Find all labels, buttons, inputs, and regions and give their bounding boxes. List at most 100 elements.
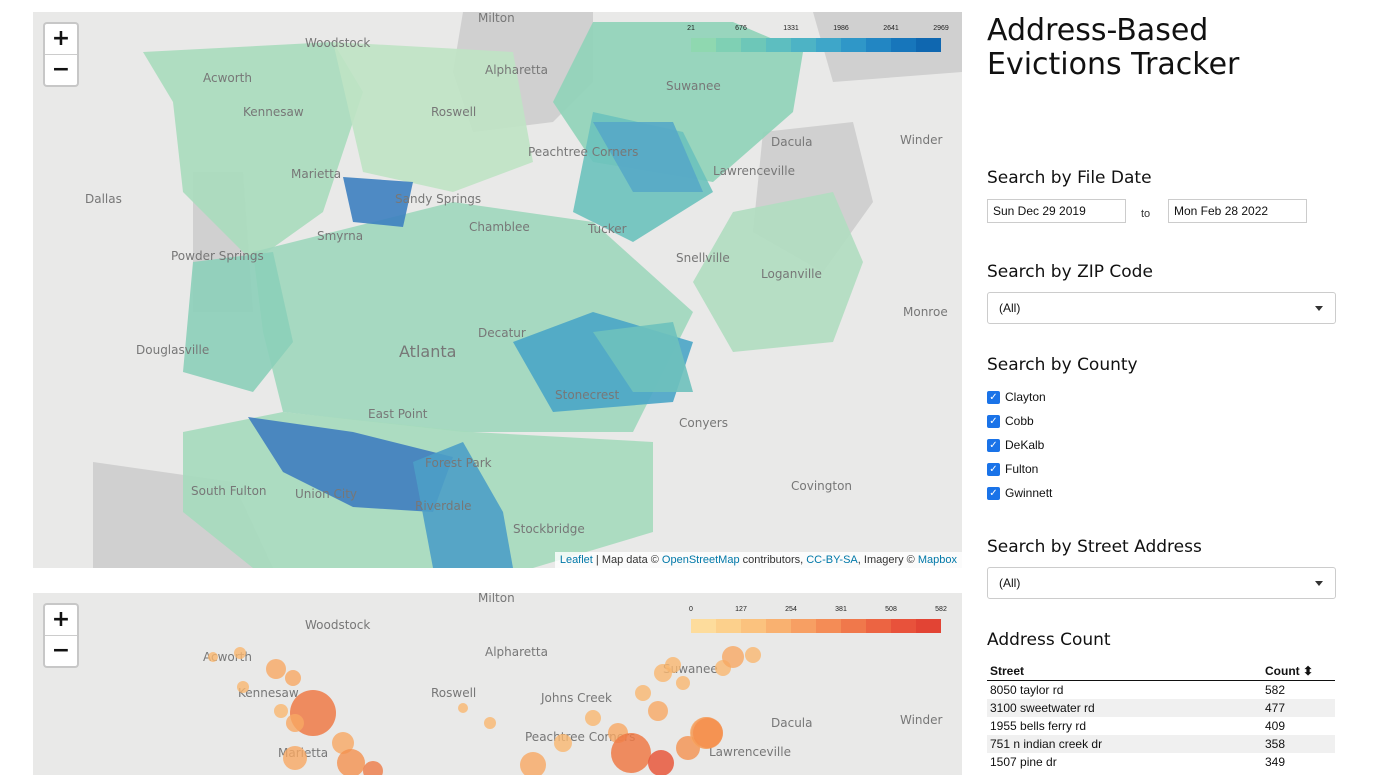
address-bubble[interactable] [554,734,572,752]
date-range-separator: to [1141,208,1151,220]
zoom-control: + − [43,603,79,668]
address-bubble[interactable] [274,704,288,718]
place-label: South Fulton [191,484,267,498]
date-from-input[interactable]: Sun Dec 29 2019 [987,199,1126,223]
choropleth-layer[interactable]: Milton Woodstock Acworth Alpharetta Kenn… [33,12,962,568]
place-label: Alpharetta [485,63,548,77]
address-bubbles[interactable] [208,646,761,775]
address-bubble[interactable] [635,685,651,701]
address-bubble[interactable] [648,701,668,721]
zip-region-se[interactable] [593,322,693,392]
mapbox-link[interactable]: Mapbox [917,554,957,566]
place-label: Woodstock [305,618,370,632]
address-bubble[interactable] [520,752,546,775]
table-row[interactable]: 751 n indian creek dr 358 [987,735,1335,753]
file-date-heading: Search by File Date [987,168,1152,188]
checkbox-checked-icon[interactable]: ✓ [987,390,1000,404]
place-label: East Point [368,407,428,421]
address-bubble[interactable] [237,681,249,693]
address-bubble[interactable] [585,710,601,726]
leaflet-link[interactable]: Leaflet [559,554,593,566]
street-select-value: (All) [999,576,1021,590]
zoom-out-button[interactable]: − [45,54,77,85]
zip-region-cobb-hot[interactable] [343,177,413,227]
zip-select-value: (All) [999,301,1021,315]
address-bubble[interactable] [484,717,496,729]
address-bubble[interactable] [234,647,246,659]
bubble-layer[interactable]: Milton Woodstock Acworth Alpharetta Kenn… [33,593,962,775]
address-bubble[interactable] [611,733,651,773]
place-label: Milton [478,12,515,25]
color-legend: 21 676 1331 1986 2641 2969 [687,25,949,52]
place-label: Conyers [679,416,728,430]
county-option-dekalb[interactable]: ✓ DeKalb [987,433,1052,457]
checkbox-checked-icon[interactable]: ✓ [987,462,1000,476]
zip-region-southfulton-hot[interactable] [248,417,453,512]
place-label: Winder [900,713,943,727]
osm-link[interactable]: OpenStreetMap [661,554,740,566]
place-labels: Milton Woodstock Acworth Alpharetta Kenn… [85,12,948,536]
table-row[interactable]: 8050 taylor rd 582 [987,681,1335,700]
date-to-input[interactable]: Mon Feb 28 2022 [1168,199,1307,223]
zip-region-west[interactable] [183,252,293,392]
choropleth-map[interactable]: Milton Woodstock Acworth Alpharetta Kenn… [33,12,962,568]
zoom-in-button[interactable]: + [51,607,71,632]
address-bubble[interactable] [285,670,301,686]
street-select[interactable]: (All) [987,567,1336,599]
table-row[interactable]: 1507 pine dr 349 [987,753,1335,771]
legend-swatch [891,619,916,633]
county-option-clayton[interactable]: ✓ Clayton [987,385,1052,409]
license-link[interactable]: CC-BY-SA [806,554,858,566]
place-label: Lawrenceville [713,164,795,178]
address-bubble[interactable] [665,657,681,673]
place-label: Stockbridge [513,522,585,536]
zip-region-ne-hot[interactable] [593,122,703,192]
county-label: DeKalb [1005,438,1045,452]
checkbox-checked-icon[interactable]: ✓ [987,414,1000,428]
address-bubble[interactable] [722,646,744,668]
zip-select[interactable]: (All) [987,292,1336,324]
count-cell: 358 [1262,735,1335,753]
legend-swatch [716,38,741,52]
county-option-gwinnett[interactable]: ✓ Gwinnett [987,481,1052,505]
table-row[interactable]: 3100 sweetwater rd 477 [987,699,1335,717]
zip-region-nw[interactable] [143,42,363,262]
table-row[interactable]: 1955 bells ferry rd 409 [987,717,1335,735]
address-bubble[interactable] [337,749,365,775]
place-label: Atlanta [399,342,456,361]
address-bubble[interactable] [332,732,354,754]
address-bubble[interactable] [693,718,723,748]
place-label: Covington [791,479,852,493]
column-header-street[interactable]: Street [987,662,1262,681]
address-bubble[interactable] [648,750,674,775]
zoom-out-button[interactable]: − [45,635,77,666]
checkbox-checked-icon[interactable]: ✓ [987,438,1000,452]
legend-tick: 0 [689,606,693,613]
legend-tick: 676 [735,25,747,32]
county-option-cobb[interactable]: ✓ Cobb [987,409,1052,433]
checkbox-checked-icon[interactable]: ✓ [987,486,1000,500]
legend-swatch [841,38,866,52]
sort-icon[interactable]: ⬍ [1303,664,1314,678]
bubble-map[interactable]: Milton Woodstock Acworth Alpharetta Kenn… [33,593,962,775]
address-bubble[interactable] [266,659,286,679]
address-bubble[interactable] [458,703,468,713]
address-bubble[interactable] [745,647,761,663]
address-bubble[interactable] [283,746,307,770]
place-label: Monroe [903,305,948,319]
address-bubble[interactable] [676,676,690,690]
address-bubble[interactable] [286,714,304,732]
address-bubble[interactable] [363,761,383,775]
legend-swatch [716,619,741,633]
county-label: Gwinnett [1005,486,1053,500]
legend-tick: 21 [687,25,695,32]
zip-region-clayton[interactable] [413,442,513,568]
legend-swatch [816,619,841,633]
column-header-count[interactable]: Count ⬍ [1262,662,1335,681]
zip-region-north[interactable] [333,42,533,192]
address-bubble[interactable] [208,652,218,662]
zip-region-east[interactable] [693,192,863,352]
zoom-in-button[interactable]: + [51,26,71,51]
place-label: Tucker [587,222,627,236]
county-option-fulton[interactable]: ✓ Fulton [987,457,1052,481]
